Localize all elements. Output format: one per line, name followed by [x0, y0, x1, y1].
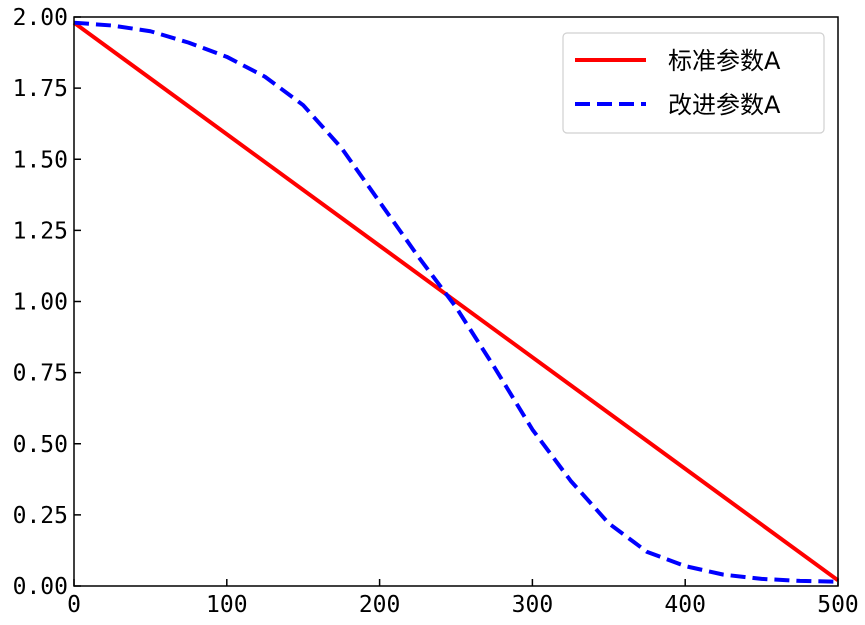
- series-line-2: [73, 20, 839, 584]
- y-tick-label: 2.00: [13, 5, 68, 31]
- y-tick-label: 0.50: [13, 432, 68, 458]
- y-tick-label: 0.00: [13, 574, 68, 600]
- y-tick-label: 1.75: [13, 76, 68, 102]
- series-layer: [72, 20, 840, 584]
- x-tick-label: 300: [512, 592, 554, 618]
- series-line-1: [72, 21, 840, 582]
- x-tick-label: 0: [67, 592, 81, 618]
- x-tick-label: 500: [817, 592, 859, 618]
- legend-label-2: 改进参数A: [668, 91, 781, 119]
- y-tick-label: 0.75: [13, 361, 68, 387]
- legend-label-1: 标准参数A: [668, 47, 781, 75]
- legend: 标准参数A 改进参数A: [562, 32, 825, 134]
- y-tick-label: 1.25: [13, 218, 68, 244]
- x-tick-label: 400: [664, 592, 706, 618]
- y-tick-label: 0.25: [13, 503, 68, 529]
- y-tick-label: 1.00: [13, 290, 68, 316]
- ticks-layer: 0 100 200 300 400 500 0.00 0.25 0.50 0.75 1.00 1.25…: [13, 5, 859, 618]
- x-tick-label: 200: [359, 592, 401, 618]
- x-tick-label: 100: [206, 592, 248, 618]
- y-tick-label: 1.50: [13, 147, 68, 173]
